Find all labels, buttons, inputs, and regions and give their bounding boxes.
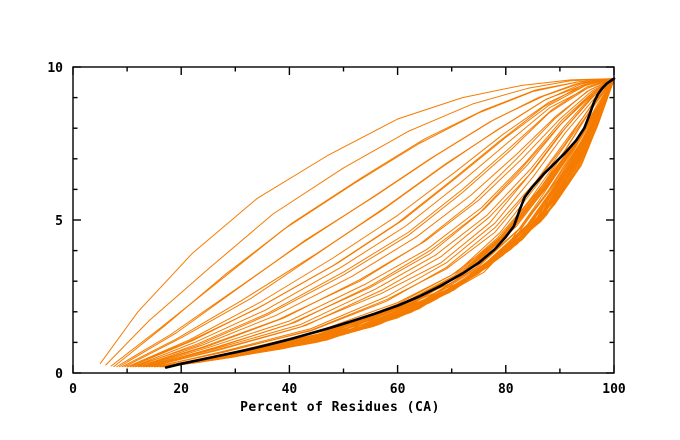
prediction-curve	[145, 78, 615, 368]
tick-label: 5	[55, 214, 63, 229]
tick-labels-layer: 0 20 40 60 80 100 0 5 10	[47, 61, 626, 397]
prediction-curves-layer	[99, 78, 615, 368]
prediction-curve	[154, 78, 615, 368]
prediction-curve	[143, 78, 615, 368]
prediction-curve	[178, 78, 615, 366]
x-axis-title: Percent of Residues (CA)	[240, 400, 440, 415]
tick-label: 60	[390, 382, 406, 397]
prediction-curve	[227, 78, 615, 359]
prediction-curve	[151, 78, 615, 368]
reference-curve	[164, 77, 616, 369]
prediction-curve	[113, 78, 615, 368]
prediction-curve	[137, 78, 615, 368]
tick-label: 0	[55, 367, 63, 382]
prediction-curve	[124, 78, 615, 368]
prediction-curve	[140, 78, 615, 368]
tick-label: 10	[47, 61, 63, 76]
axes-layer	[72, 66, 615, 374]
prediction-curve	[121, 78, 615, 368]
prediction-curve	[189, 78, 615, 365]
tick-label: 40	[282, 382, 298, 397]
tick-label: 0	[69, 382, 77, 397]
tick-label: 100	[602, 382, 626, 397]
prediction-curve	[171, 78, 615, 367]
prediction-curve	[267, 78, 615, 345]
prediction-curve	[132, 78, 615, 368]
prediction-curve	[118, 78, 615, 368]
prediction-curve	[132, 78, 615, 368]
prediction-curve	[135, 78, 615, 368]
tick-label: 20	[173, 382, 189, 397]
tick-label: 80	[498, 382, 514, 397]
prediction-curve	[126, 78, 615, 368]
prediction-curve	[148, 78, 615, 368]
prediction-curve	[105, 78, 615, 366]
prediction-curve	[129, 78, 615, 368]
prediction-curve	[99, 78, 615, 365]
prediction-curve	[156, 78, 615, 368]
